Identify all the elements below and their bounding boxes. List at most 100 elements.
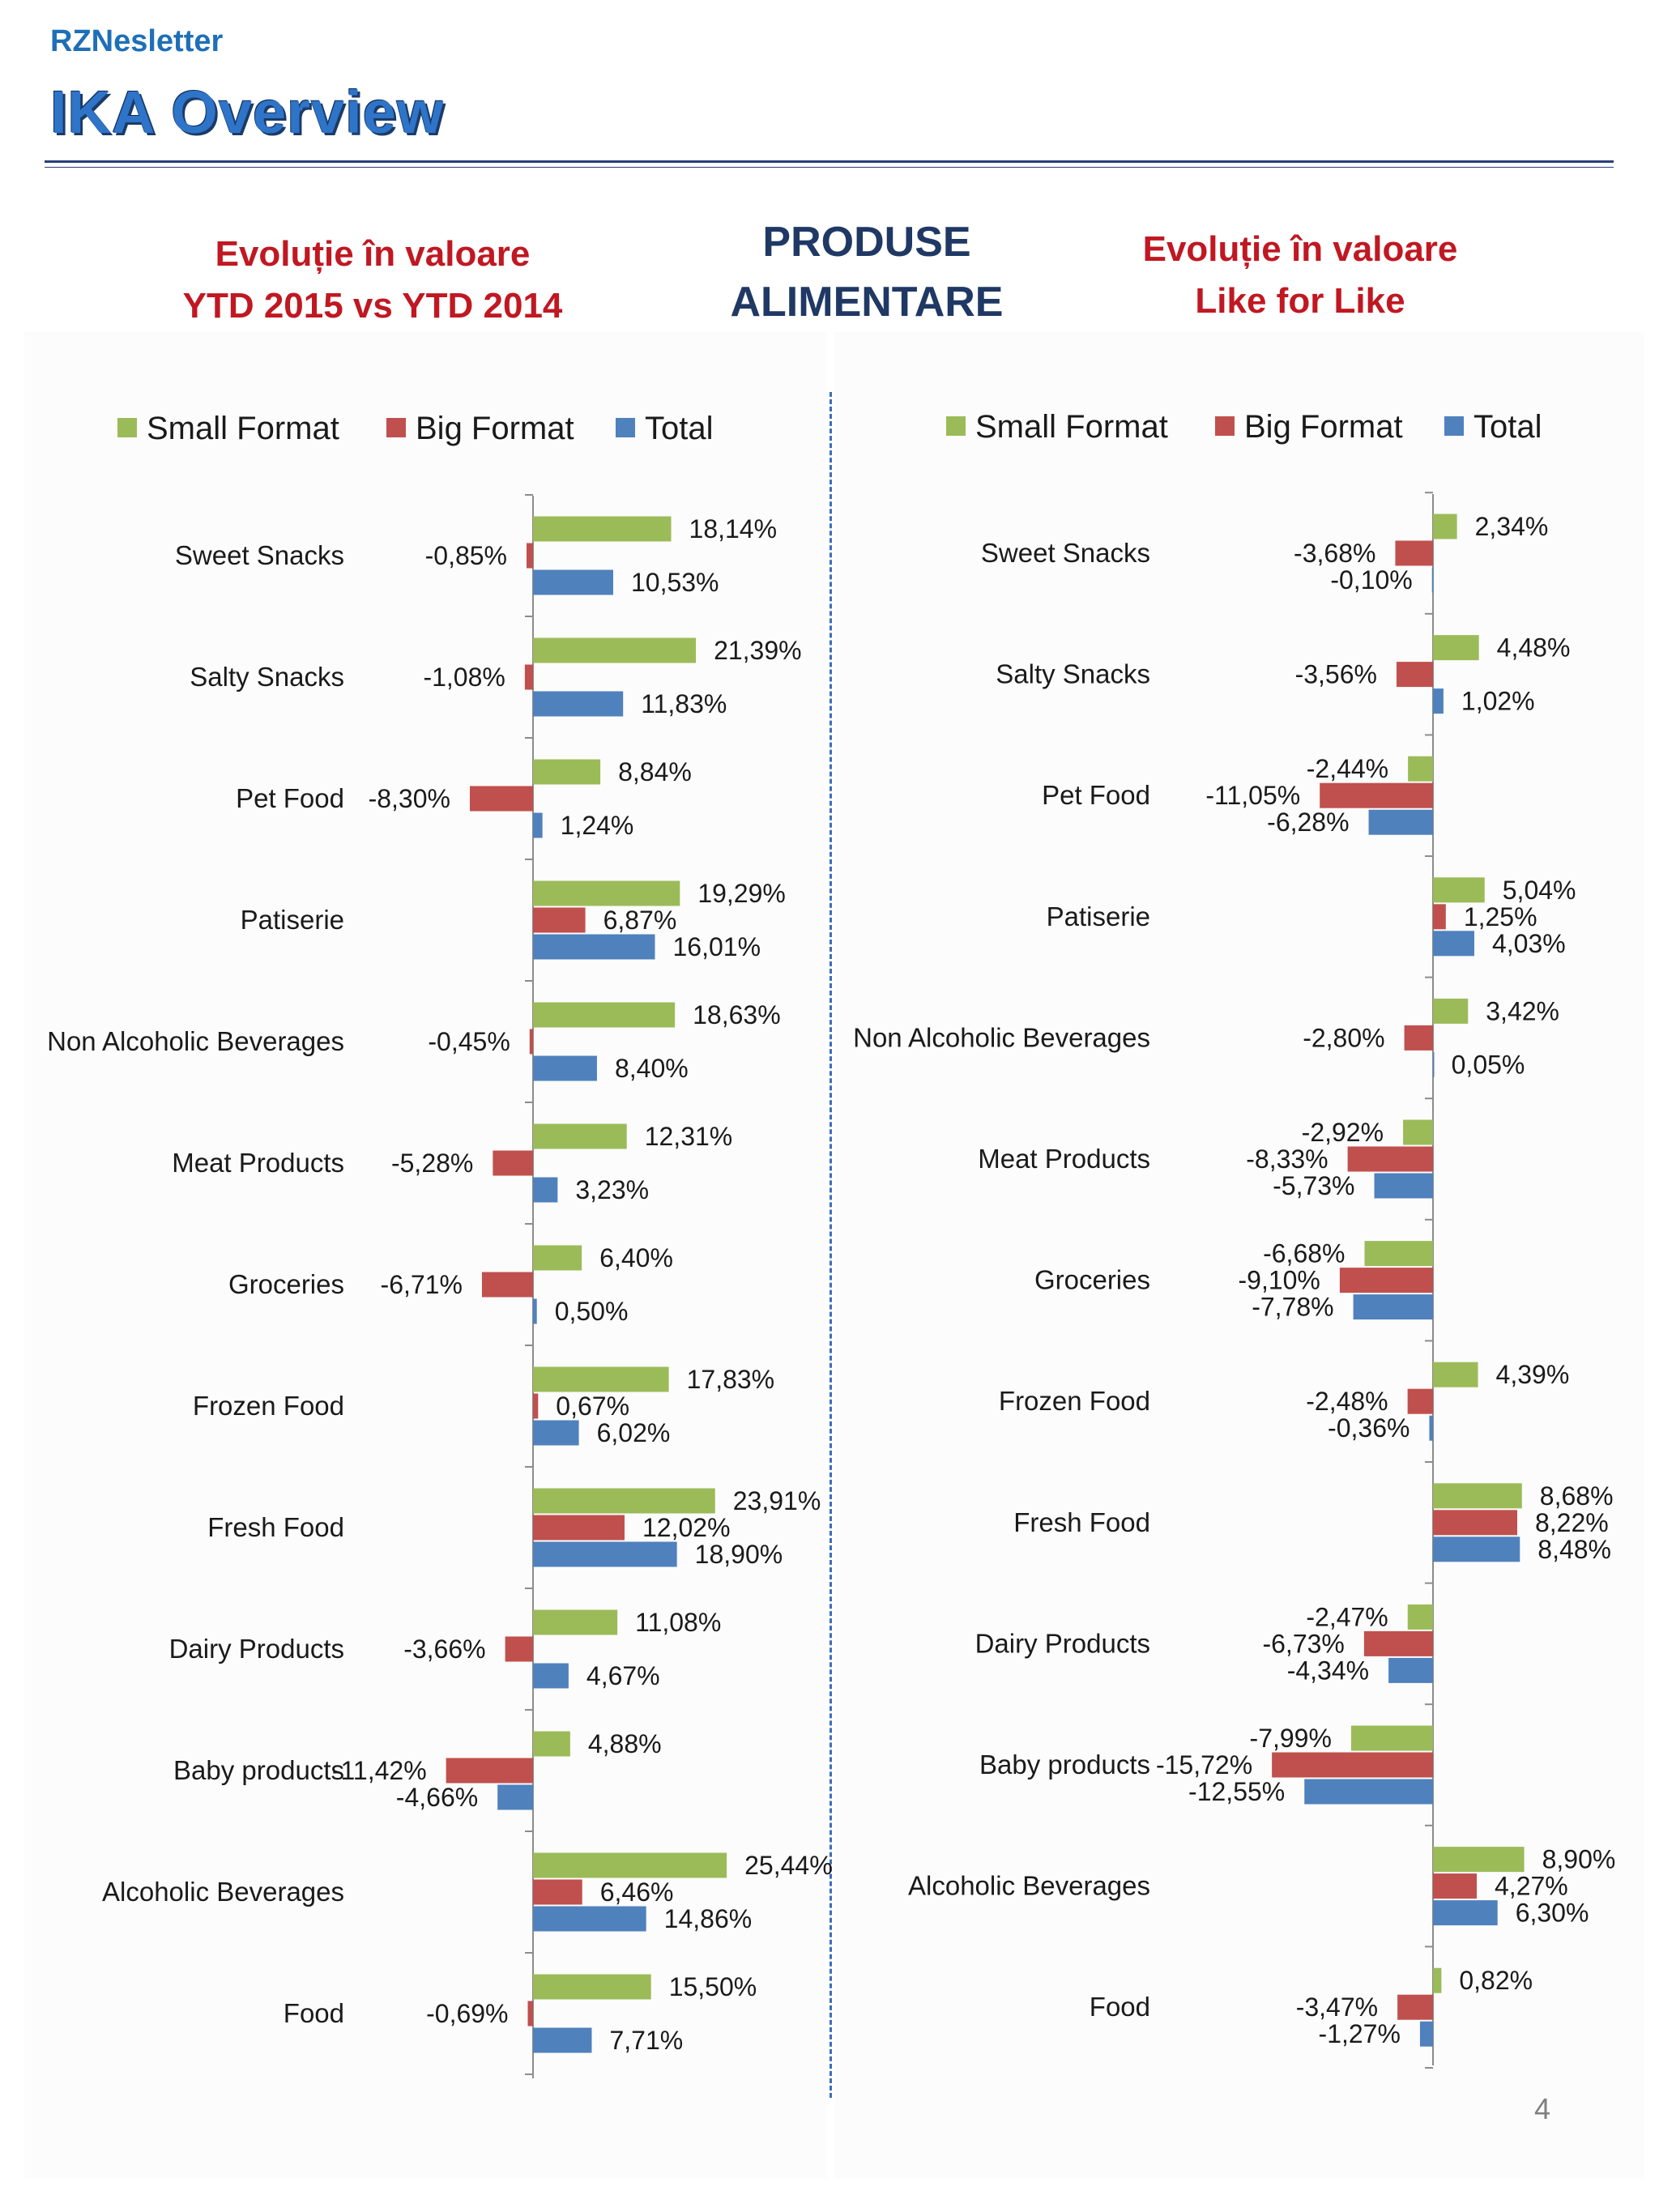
left-bar-small-format — [533, 1974, 651, 2000]
right-bar-small-format — [1350, 1725, 1433, 1751]
left-bar-small-format — [533, 880, 680, 906]
left-data-label: 21,39% — [714, 636, 802, 665]
right-bar-big-format — [1339, 1268, 1433, 1294]
right-bar-total — [1304, 1779, 1433, 1805]
left-category-label: Food — [284, 1998, 344, 2028]
right-category-label: Non Alcoholic Beverages — [853, 1022, 1150, 1052]
left-bar-big-format — [533, 1879, 582, 1905]
right-data-label: -3,56% — [1295, 660, 1377, 689]
right-category-label: Meat Products — [978, 1144, 1150, 1174]
right-heading-line1: Evoluție în valoare — [1142, 229, 1458, 269]
right-bar-small-format — [1403, 1119, 1433, 1145]
right-legend-label-2: Total — [1473, 409, 1542, 445]
right-bar-big-format — [1397, 1994, 1433, 2020]
right-data-label: 4,39% — [1496, 1360, 1570, 1389]
right-category-label: Pet Food — [1042, 780, 1150, 810]
right-data-label: 8,48% — [1537, 1535, 1611, 1564]
left-category-label: Alcoholic Beverages — [102, 1877, 344, 1907]
left-bar-big-format — [481, 1272, 533, 1298]
right-bar-total — [1429, 1415, 1433, 1441]
right-data-label: 6,30% — [1516, 1899, 1589, 1928]
left-bar-small-format — [533, 1366, 669, 1392]
right-data-label: -6,68% — [1263, 1239, 1345, 1268]
left-data-label: 15,50% — [669, 1972, 757, 2001]
left-bar-total — [533, 1177, 558, 1203]
right-data-label: -3,68% — [1294, 539, 1375, 568]
right-data-label: -2,44% — [1307, 754, 1388, 783]
right-bar-big-format — [1433, 1873, 1478, 1899]
left-data-label: 10,53% — [631, 568, 719, 597]
right-bar-small-format — [1407, 1604, 1433, 1630]
right-bar-big-format — [1404, 1025, 1433, 1051]
right-category-label: Groceries — [1034, 1265, 1150, 1295]
left-bar-total — [533, 1663, 569, 1689]
left-data-label: 19,29% — [697, 879, 786, 908]
page-title: IKA Overview — [50, 79, 445, 146]
right-chart-heading: Evoluție în valoare Like for Like — [1077, 224, 1523, 327]
left-data-label: -0,69% — [426, 1999, 508, 2028]
left-bar-big-format — [533, 907, 586, 933]
right-bar-total — [1431, 567, 1434, 593]
left-data-label: 4,88% — [588, 1729, 662, 1758]
right-data-label: -6,73% — [1262, 1629, 1344, 1658]
right-data-label: 4,48% — [1497, 633, 1571, 663]
left-bar-total — [533, 691, 624, 717]
left-data-label: 18,14% — [689, 514, 778, 543]
left-category-label: Non Alcoholic Beverages — [47, 1026, 344, 1056]
right-category-label: Sweet Snacks — [981, 538, 1150, 568]
left-bar-total — [533, 812, 543, 838]
left-legend-swatch-0 — [117, 418, 137, 437]
left-bar-small-format — [533, 637, 697, 663]
left-category-label: Fresh Food — [207, 1512, 344, 1542]
title-rule — [45, 160, 1614, 163]
left-bar-total — [533, 1420, 579, 1446]
left-bar-small-format — [533, 1123, 627, 1149]
right-bar-small-format — [1433, 1967, 1442, 1993]
left-legend-label-2: Total — [645, 411, 714, 446]
right-data-label: -2,47% — [1306, 1602, 1388, 1631]
right-bar-total — [1419, 2021, 1433, 2047]
left-legend-label-0: Small Format — [147, 411, 339, 446]
right-data-label: -15,72% — [1156, 1750, 1252, 1779]
right-category-label: Fresh Food — [1013, 1507, 1150, 1537]
section-heading-line1: PRODUSE — [762, 219, 971, 266]
right-bar-small-format — [1433, 635, 1479, 661]
left-data-label: -6,71% — [381, 1270, 463, 1299]
left-bar-total — [533, 2027, 592, 2053]
right-bar-big-format — [1433, 904, 1446, 930]
right-data-label: -7,99% — [1250, 1724, 1332, 1753]
left-bar-total — [533, 1298, 537, 1324]
left-category-label: Baby products — [173, 1755, 344, 1785]
left-category-label: Salty Snacks — [190, 662, 344, 692]
right-data-label: 1,25% — [1464, 902, 1537, 931]
right-legend-label-1: Big Format — [1244, 409, 1403, 445]
left-data-label: -11,42% — [332, 1756, 427, 1785]
left-bar-small-format — [533, 1731, 570, 1757]
right-data-label: -2,80% — [1303, 1023, 1384, 1052]
left-data-label: -5,28% — [391, 1149, 473, 1178]
right-data-label: -1,27% — [1319, 2019, 1401, 2048]
left-legend-swatch-1 — [386, 418, 406, 437]
right-bar-big-format — [1396, 662, 1433, 688]
left-bar-big-format — [529, 1029, 533, 1055]
left-heading-line2: YTD 2015 vs YTD 2014 — [182, 286, 563, 326]
left-legend-swatch-2 — [616, 418, 635, 437]
right-data-label: -5,73% — [1273, 1171, 1354, 1200]
left-bar-small-format — [533, 759, 601, 785]
left-data-label: -0,45% — [428, 1027, 510, 1056]
right-data-label: -7,78% — [1252, 1293, 1333, 1322]
left-chart-heading: Evoluție în valoare YTD 2015 vs YTD 2014 — [146, 228, 599, 332]
left-data-label: 6,87% — [603, 906, 677, 935]
left-data-label: 17,83% — [687, 1365, 775, 1394]
right-data-label: 1,02% — [1461, 687, 1535, 716]
right-category-label: Alcoholic Beverages — [908, 1871, 1150, 1901]
section-heading: PRODUSE ALIMENTARE — [680, 212, 1053, 332]
left-bar-big-format — [524, 664, 533, 690]
left-bar-small-format — [533, 1852, 727, 1878]
left-bar-small-format — [533, 1609, 618, 1635]
right-category-label: Food — [1090, 1992, 1150, 2022]
left-category-label: Frozen Food — [193, 1391, 344, 1421]
right-data-label: 0,05% — [1452, 1050, 1525, 1079]
chart-divider — [830, 392, 832, 2098]
